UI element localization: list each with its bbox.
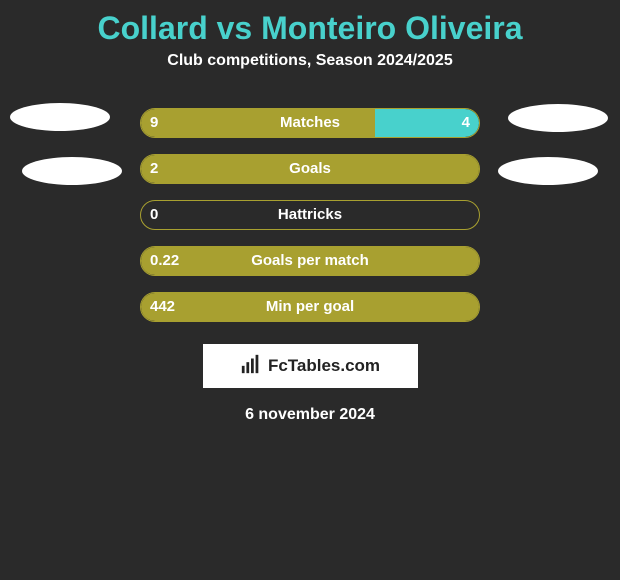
brand-chart-icon [240,353,262,380]
stat-label: Hattricks [140,206,480,223]
stat-row: 442Min per goal [0,284,620,330]
brand-text: FcTables.com [268,356,380,376]
stat-row: 94Matches [0,100,620,146]
stat-label: Goals [140,160,480,177]
page-title: Collard vs Monteiro Oliveira [0,0,620,52]
stat-row: 0.22Goals per match [0,238,620,284]
stat-label: Goals per match [140,252,480,269]
brand-badge: FcTables.com [203,344,418,388]
stat-label: Min per goal [140,298,480,315]
stat-row: 2Goals [0,146,620,192]
stat-label: Matches [140,114,480,131]
stat-row: 0Hattricks [0,192,620,238]
date-line: 6 november 2024 [0,406,620,424]
comparison-chart: 94Matches2Goals0Hattricks0.22Goals per m… [0,100,620,330]
subtitle: Club competitions, Season 2024/2025 [0,52,620,100]
